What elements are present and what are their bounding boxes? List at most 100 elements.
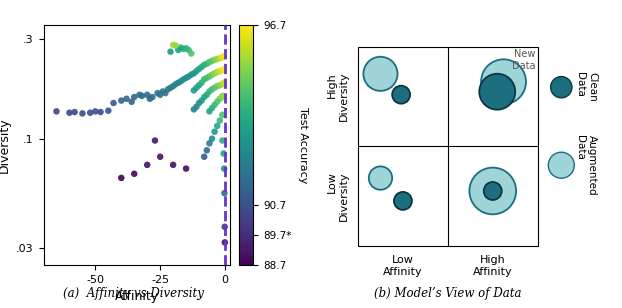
Point xyxy=(205,141,215,146)
Point xyxy=(220,240,230,245)
Point xyxy=(212,124,222,128)
Point xyxy=(194,100,204,105)
Y-axis label: Diversity: Diversity xyxy=(0,117,11,172)
Text: High
Diversity: High Diversity xyxy=(327,72,348,121)
Point xyxy=(103,108,113,113)
Text: Low
Diversity: Low Diversity xyxy=(327,171,348,221)
Point xyxy=(90,109,100,114)
Point xyxy=(202,75,211,80)
Text: High
Affinity: High Affinity xyxy=(473,255,513,277)
Point xyxy=(212,70,222,75)
Point xyxy=(219,54,229,59)
Circle shape xyxy=(484,182,502,200)
Point xyxy=(127,99,137,104)
Point xyxy=(218,82,228,87)
Circle shape xyxy=(392,86,410,104)
Point xyxy=(219,95,229,99)
Point xyxy=(176,79,186,84)
Point xyxy=(218,68,228,73)
Point xyxy=(205,74,215,79)
Text: (b) Model’s View of Data: (b) Model’s View of Data xyxy=(374,287,522,300)
Point xyxy=(165,49,175,54)
Point xyxy=(194,83,204,88)
Point xyxy=(215,96,225,101)
Point xyxy=(212,57,222,62)
Point xyxy=(109,100,119,105)
Point xyxy=(179,47,188,51)
Point xyxy=(202,61,211,66)
Circle shape xyxy=(363,57,397,91)
Point xyxy=(65,110,75,115)
Point xyxy=(181,166,191,171)
Point xyxy=(207,87,217,92)
Point xyxy=(187,72,197,77)
Point xyxy=(199,63,209,67)
Point xyxy=(215,83,225,88)
Point xyxy=(181,75,191,80)
Point xyxy=(163,87,173,92)
Point xyxy=(215,69,225,74)
Text: (a)  Affinity vs Diversity: (a) Affinity vs Diversity xyxy=(63,287,204,300)
Point xyxy=(152,91,162,95)
Circle shape xyxy=(394,192,412,210)
Point xyxy=(210,129,220,134)
Point xyxy=(189,107,199,112)
Point xyxy=(219,166,229,171)
Point xyxy=(96,110,106,115)
Point xyxy=(189,71,199,76)
Point xyxy=(197,98,207,103)
Point xyxy=(202,92,211,97)
Point xyxy=(218,55,228,59)
Point xyxy=(205,89,215,94)
Point xyxy=(197,64,207,69)
Point xyxy=(199,77,209,82)
Point xyxy=(129,95,139,99)
Point xyxy=(145,96,155,101)
Point xyxy=(168,162,178,167)
Circle shape xyxy=(480,74,515,110)
Point xyxy=(205,60,215,65)
Circle shape xyxy=(369,166,392,190)
Point xyxy=(168,84,178,89)
Point xyxy=(156,92,165,97)
Point xyxy=(192,85,202,90)
Point xyxy=(187,51,197,56)
Point xyxy=(202,148,211,153)
Point xyxy=(218,112,228,117)
Point xyxy=(85,110,95,115)
Point xyxy=(174,80,183,85)
Point xyxy=(147,95,157,99)
Point xyxy=(207,59,217,63)
Circle shape xyxy=(481,59,526,104)
Text: Augmented
Data: Augmented Data xyxy=(575,135,597,196)
Point xyxy=(220,224,230,229)
Point xyxy=(174,47,183,52)
Point xyxy=(218,138,228,143)
Point xyxy=(183,47,193,52)
Point xyxy=(210,85,220,90)
Point xyxy=(218,93,228,98)
Point xyxy=(116,176,126,180)
Point xyxy=(170,43,181,48)
Point xyxy=(52,109,62,114)
Point xyxy=(142,162,152,167)
X-axis label: Affinity: Affinity xyxy=(115,290,159,303)
Point xyxy=(181,46,191,51)
Point xyxy=(215,118,225,123)
Point xyxy=(170,82,181,87)
Text: Low
Affinity: Low Affinity xyxy=(383,255,423,277)
Point xyxy=(197,80,207,85)
Point xyxy=(189,88,199,93)
Text: New
Data: New Data xyxy=(512,49,536,71)
Point xyxy=(207,106,217,111)
Point xyxy=(156,154,165,159)
Point xyxy=(176,45,186,50)
Point xyxy=(205,109,215,114)
Point xyxy=(183,74,193,79)
Point xyxy=(215,56,225,61)
Point xyxy=(137,93,147,98)
Point xyxy=(78,111,88,116)
Text: Clean
Data: Clean Data xyxy=(575,72,597,102)
Circle shape xyxy=(470,168,516,214)
Point xyxy=(179,77,188,82)
